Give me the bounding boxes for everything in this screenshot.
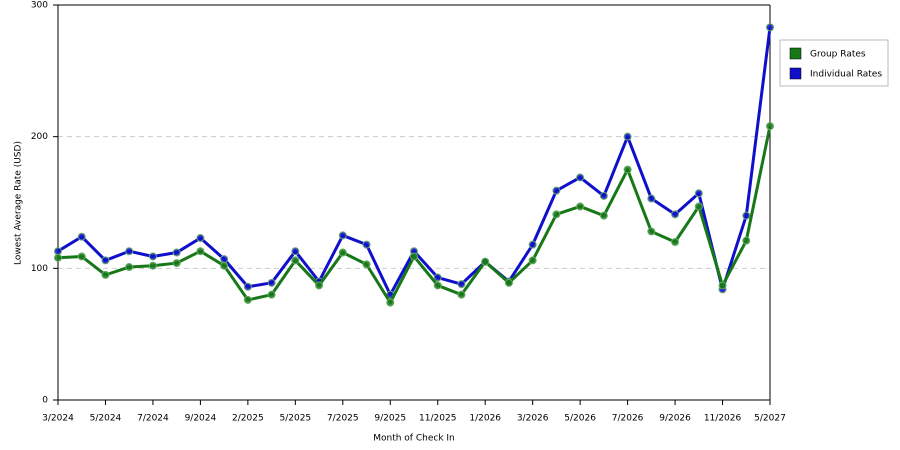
x-tick-label: 7/2024 xyxy=(137,414,169,424)
y-tick-label: 200 xyxy=(31,132,48,142)
y-tick-label: 300 xyxy=(31,1,48,11)
data-point xyxy=(172,248,181,257)
x-tick-label: 9/2026 xyxy=(659,414,691,424)
data-point xyxy=(54,253,62,262)
data-point xyxy=(196,247,205,256)
data-point xyxy=(291,256,300,265)
data-point xyxy=(196,234,205,243)
data-point xyxy=(552,186,561,195)
data-point xyxy=(576,202,585,211)
y-tick-label: 100 xyxy=(31,264,48,274)
data-point xyxy=(457,280,466,289)
data-point xyxy=(267,290,276,299)
data-point xyxy=(148,261,157,270)
data-point xyxy=(338,248,347,257)
data-point xyxy=(291,247,300,256)
x-tick-label: 2/2025 xyxy=(232,414,264,424)
x-tick-label: 3/2026 xyxy=(517,414,549,424)
x-tick-label: 7/2026 xyxy=(612,414,644,424)
data-point xyxy=(457,290,466,299)
data-point xyxy=(504,278,513,287)
data-point xyxy=(243,282,252,291)
legend-swatch xyxy=(789,47,802,60)
data-point xyxy=(362,260,371,269)
data-point xyxy=(576,173,585,182)
data-point xyxy=(552,210,561,219)
data-point xyxy=(766,23,774,32)
legend-label: Group Rates xyxy=(810,50,866,60)
data-point xyxy=(671,238,680,246)
data-point xyxy=(528,240,537,249)
data-point xyxy=(623,165,632,174)
data-point xyxy=(101,270,110,279)
x-tick-label: 3/2024 xyxy=(42,414,74,424)
data-point xyxy=(410,252,418,261)
x-tick-label: 5/2026 xyxy=(564,414,596,424)
data-point xyxy=(742,211,751,220)
x-tick-label: 9/2025 xyxy=(374,414,406,424)
data-point xyxy=(220,261,229,270)
x-axis-label: Month of Check In xyxy=(373,434,455,444)
data-point xyxy=(671,210,680,219)
data-point xyxy=(528,256,537,265)
data-point xyxy=(481,257,490,266)
x-tick-label: 7/2025 xyxy=(327,414,359,424)
data-point xyxy=(742,236,751,245)
legend-label: Individual Rates xyxy=(810,70,882,80)
data-point xyxy=(433,281,442,290)
data-point xyxy=(315,281,324,290)
data-point xyxy=(694,202,703,211)
data-point xyxy=(362,240,371,249)
data-point xyxy=(77,232,86,241)
x-tick-label: 1/2026 xyxy=(469,414,501,424)
data-point xyxy=(386,298,395,307)
data-point xyxy=(647,194,656,203)
x-tick-label: 5/2027 xyxy=(754,414,786,424)
data-point xyxy=(172,259,181,268)
x-tick-label: 11/2026 xyxy=(704,414,742,424)
data-point xyxy=(718,281,727,290)
data-point xyxy=(148,252,157,261)
x-tick-label: 5/2024 xyxy=(90,414,122,424)
data-point xyxy=(125,263,134,272)
data-point xyxy=(54,247,62,256)
data-point xyxy=(77,252,86,261)
data-point xyxy=(125,247,134,256)
legend-swatch xyxy=(789,67,802,80)
data-point xyxy=(220,255,229,264)
data-point xyxy=(433,273,442,282)
data-point xyxy=(766,122,774,131)
y-axis-label: Lowest Average Rate (USD) xyxy=(14,141,24,265)
y-tick-label: 0 xyxy=(42,396,48,406)
x-tick-label: 11/2025 xyxy=(419,414,456,424)
x-tick-label: 5/2025 xyxy=(279,414,311,424)
data-point xyxy=(694,189,703,198)
data-point xyxy=(599,191,608,200)
data-point xyxy=(101,256,110,265)
data-point xyxy=(599,211,608,220)
x-tick-label: 9/2024 xyxy=(185,414,217,424)
data-point xyxy=(243,295,252,304)
data-point xyxy=(647,227,656,236)
data-point xyxy=(267,278,276,287)
data-point xyxy=(338,231,347,240)
data-point xyxy=(623,132,632,141)
